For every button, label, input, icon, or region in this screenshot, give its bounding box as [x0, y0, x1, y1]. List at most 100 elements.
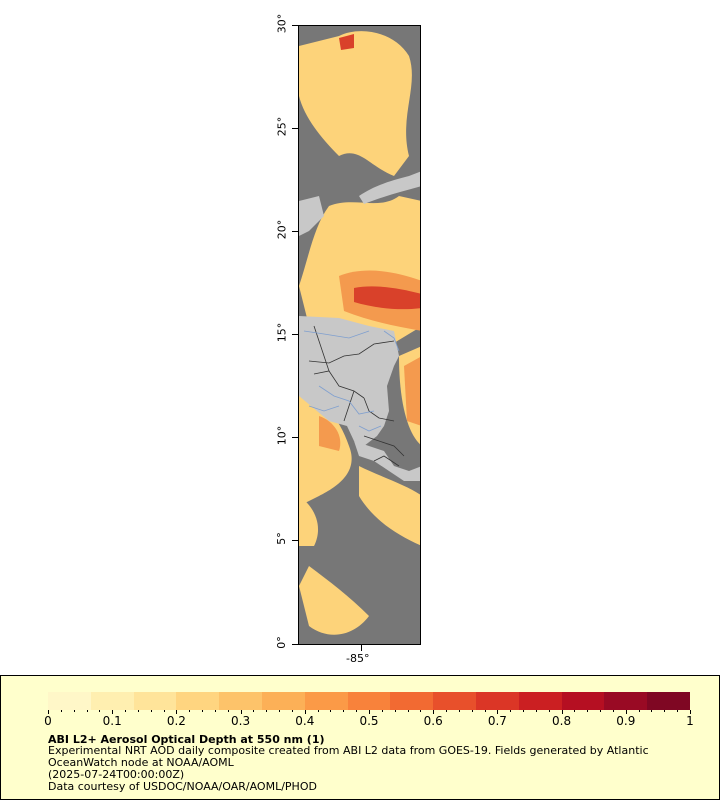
colorbar-cell [454, 692, 477, 710]
colorbar-major-tick [433, 710, 435, 714]
lat-tick [292, 437, 298, 438]
colorbar-minor-tick [189, 710, 191, 712]
colorbar-cell [262, 692, 284, 710]
lat-label-10: 10° [275, 425, 289, 446]
colorbar-cell [411, 692, 434, 710]
colorbar-minor-tick [343, 710, 345, 712]
colorbar-minor-tick [664, 710, 666, 712]
legend-date: (2025-07-24T00:00:00Z) [48, 768, 185, 781]
rivers [303, 330, 400, 432]
colorbar-minor-tick [202, 710, 204, 712]
colorbar-major-tick [240, 710, 242, 714]
colorbar-minor-tick [548, 710, 550, 712]
colorbar-minor-tick [356, 710, 358, 712]
colorbar-minor-tick [407, 710, 409, 712]
colorbar-cell [112, 692, 135, 710]
colorbar-minor-tick [471, 710, 473, 712]
colorbar-minor-tick [279, 710, 281, 712]
lat-tick [292, 231, 298, 232]
colorbar-minor-tick [574, 710, 576, 712]
colorbar-tick-label: 0.3 [231, 714, 251, 728]
colorbar-cell [48, 692, 70, 710]
colorbar-minor-tick [651, 710, 653, 712]
colorbar-major-tick [625, 710, 627, 714]
colorbar-cell [283, 692, 306, 710]
colorbar-minor-tick [227, 710, 229, 712]
colorbar-cell [497, 692, 520, 710]
aod-map [298, 25, 421, 645]
colorbar-minor-tick [125, 710, 127, 712]
lat-tick [292, 644, 298, 645]
colorbar-minor-tick [150, 710, 152, 712]
colorbar-cell [240, 692, 263, 710]
colorbar-cell [69, 692, 92, 710]
colorbar-cell [604, 692, 627, 710]
colorbar-major-tick [112, 710, 114, 714]
colorbar-minor-tick [446, 710, 448, 712]
colorbar-minor-tick [73, 710, 75, 712]
colorbar-minor-tick [330, 710, 332, 712]
colorbar-tick-label: 0.7 [487, 714, 507, 728]
colorbar-major-tick [304, 710, 306, 714]
colorbar-minor-tick [600, 710, 602, 712]
colorbar-cell [518, 692, 541, 710]
colorbar-cell [476, 692, 498, 710]
colorbar-tick-label: 0 [44, 714, 52, 728]
colorbar-tick-label: 0.8 [552, 714, 572, 728]
colorbar-cell [433, 692, 456, 710]
colorbar-minor-tick [214, 710, 216, 712]
lat-label-5: 5° [274, 532, 288, 545]
colorbar-cell [668, 692, 691, 710]
colorbar-cell [583, 692, 605, 710]
colorbar-major-tick [369, 710, 370, 714]
country-borders [308, 325, 405, 467]
colorbar-tick-label: 0.5 [359, 714, 379, 728]
colorbar-cell [304, 692, 327, 710]
colorbar-minor-tick [266, 710, 268, 712]
colorbar-tick-label: 0.6 [423, 714, 443, 728]
colorbar-cell [647, 692, 670, 710]
aerosol-peak [339, 34, 420, 310]
lat-tick [292, 25, 298, 26]
lat-tick [292, 128, 298, 129]
colorbar-cell [219, 692, 242, 710]
lat-label-25: 25° [275, 116, 289, 137]
colorbar-major-tick [176, 710, 178, 714]
colorbar-cell [176, 692, 199, 710]
colorbar-minor-tick [612, 710, 614, 712]
colorbar-minor-tick [163, 710, 165, 712]
legend-title: ABI L2+ Aerosol Optical Depth at 550 nm … [48, 733, 325, 746]
legend-credit: Data courtesy of USDOC/NOAA/OAR/AOML/PHO… [48, 780, 317, 793]
colorbar-tick-label: 0.2 [166, 714, 186, 728]
map-canvas [299, 31, 420, 635]
lat-label-30: 30° [275, 13, 289, 34]
colorbar-major-tick [690, 710, 691, 714]
lat-label-20: 20° [275, 219, 289, 240]
colorbar-tick-label: 0.1 [102, 714, 122, 728]
colorbar-tick-label: 0.9 [616, 714, 636, 728]
colorbar-minor-tick [99, 710, 101, 712]
colorbar-major-tick [497, 710, 499, 714]
colorbar-minor-tick [535, 710, 537, 712]
colorbar-major-tick [561, 710, 563, 714]
colorbar-cell [197, 692, 220, 710]
colorbar-minor-tick [60, 710, 62, 712]
colorbar-minor-tick [523, 710, 525, 712]
colorbar-minor-tick [137, 710, 139, 712]
colorbar-major-tick [48, 710, 49, 714]
colorbar-minor-tick [291, 710, 293, 712]
lon-tick [361, 645, 362, 651]
colorbar-minor-tick [587, 710, 589, 712]
colorbar-cell [561, 692, 584, 710]
colorbar-cell [326, 692, 349, 710]
colorbar-minor-tick [420, 710, 422, 712]
colorbar-minor-tick [394, 710, 396, 712]
colorbar-tick-label: 0.4 [295, 714, 315, 728]
colorbar [48, 692, 691, 710]
colorbar-minor-tick [458, 710, 460, 712]
colorbar-minor-tick [317, 710, 319, 712]
colorbar-cell [347, 692, 370, 710]
colorbar-cell [90, 692, 113, 710]
colorbar-minor-tick [253, 710, 255, 712]
colorbar-cell [540, 692, 563, 710]
